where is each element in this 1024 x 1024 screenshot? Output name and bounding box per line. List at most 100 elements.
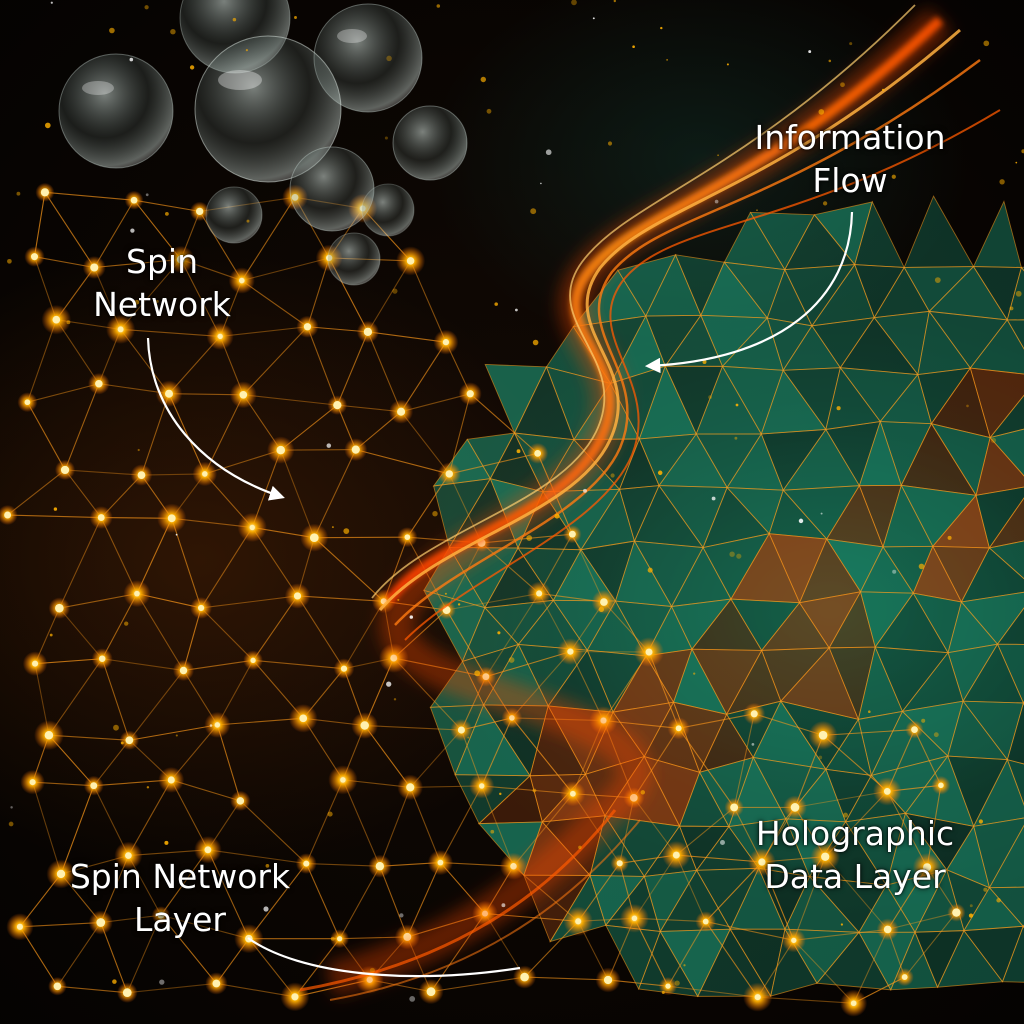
network-node <box>303 860 310 867</box>
sparkle <box>134 299 140 305</box>
sparkle <box>966 404 969 408</box>
bubble <box>194 35 342 183</box>
network-edge <box>511 717 574 795</box>
network-node <box>299 714 308 723</box>
sparkle <box>120 741 124 745</box>
network-edge <box>183 659 254 672</box>
sparkle <box>294 16 297 19</box>
network-edge <box>678 727 735 808</box>
bubble <box>205 186 263 244</box>
network-node <box>466 390 474 398</box>
sparkle <box>130 228 135 233</box>
network-node <box>214 722 221 728</box>
network-edge <box>102 658 184 672</box>
network-edge <box>248 863 307 940</box>
sparkle <box>532 788 537 793</box>
network-edge <box>56 922 102 987</box>
network-edge <box>93 199 135 268</box>
sparkle <box>881 88 885 92</box>
sparkle <box>969 904 973 908</box>
sparkle <box>756 209 758 212</box>
network-edge <box>253 659 345 670</box>
network-edge <box>409 729 462 788</box>
sparkle <box>444 592 447 595</box>
network-edge <box>887 912 957 930</box>
network-edge <box>336 331 369 406</box>
network-node <box>239 277 245 284</box>
network-node <box>40 188 50 197</box>
sparkle <box>808 50 812 54</box>
sparkle <box>751 743 755 746</box>
sparkle <box>921 718 926 723</box>
holographic-data-layer-label: Holographic Data Layer <box>735 812 975 898</box>
bubble <box>361 183 415 237</box>
spin-network-pointer-arrow <box>146 337 285 501</box>
network-node <box>730 803 739 812</box>
network-edge <box>676 854 762 863</box>
network-edge <box>44 192 95 268</box>
quantum-bubbles <box>58 0 468 286</box>
network-edge <box>793 928 888 941</box>
network-node <box>122 988 132 998</box>
network-edge <box>305 863 341 939</box>
network-edge <box>297 595 345 669</box>
network-edge <box>48 658 103 736</box>
information-flow-stream <box>299 4 1001 1001</box>
network-edge <box>120 328 221 337</box>
sparkle <box>215 337 219 341</box>
spin-network-layer-label: Spin Network Layer <box>40 855 320 941</box>
sparkle <box>113 724 119 731</box>
sparkle <box>399 913 404 918</box>
network-edge <box>305 779 344 864</box>
network-edge <box>200 607 254 661</box>
network-node <box>600 598 608 606</box>
network-edge <box>824 856 889 930</box>
sparkle <box>734 436 738 440</box>
network-node <box>117 326 124 333</box>
network-node <box>55 603 64 613</box>
network-edge <box>446 592 540 611</box>
network-node <box>130 196 138 204</box>
sparkle <box>891 174 896 179</box>
network-node <box>901 974 908 980</box>
sparkle <box>432 511 438 517</box>
network-edge <box>140 393 170 476</box>
network-node <box>754 994 761 1001</box>
network-edge <box>367 331 402 412</box>
sparkle <box>840 923 844 926</box>
holographic-data-layer-label-line-1: Holographic <box>755 814 955 853</box>
network-node <box>291 993 299 1001</box>
network-node <box>340 665 348 672</box>
sparkle <box>610 473 615 478</box>
network-node <box>96 918 106 927</box>
sparkle <box>49 633 53 637</box>
network-node <box>250 657 256 663</box>
network-edge <box>513 793 574 867</box>
network-node <box>309 533 319 543</box>
sparkle <box>607 141 613 146</box>
network-edge <box>180 259 221 337</box>
bubble <box>58 53 174 169</box>
network-edge <box>853 929 889 1004</box>
network-node <box>750 710 758 718</box>
bubble <box>289 146 375 232</box>
sparkle <box>165 212 169 216</box>
sparkle <box>8 821 14 827</box>
network-node <box>202 471 208 477</box>
sparkle <box>632 45 635 49</box>
network-edge <box>393 657 462 731</box>
sparkle <box>330 936 335 941</box>
network-edge <box>705 921 759 998</box>
network-edge <box>241 197 296 281</box>
network-node <box>29 779 36 786</box>
network-node <box>790 803 800 812</box>
network-node <box>952 908 961 917</box>
network-node <box>923 863 932 872</box>
sparkle <box>968 913 974 918</box>
sparkle <box>990 437 997 443</box>
holographic-tile <box>1001 925 1024 983</box>
network-edge <box>280 449 315 538</box>
holographic-tile <box>1006 701 1024 765</box>
network-edge <box>220 326 308 337</box>
network-edge <box>239 800 307 864</box>
